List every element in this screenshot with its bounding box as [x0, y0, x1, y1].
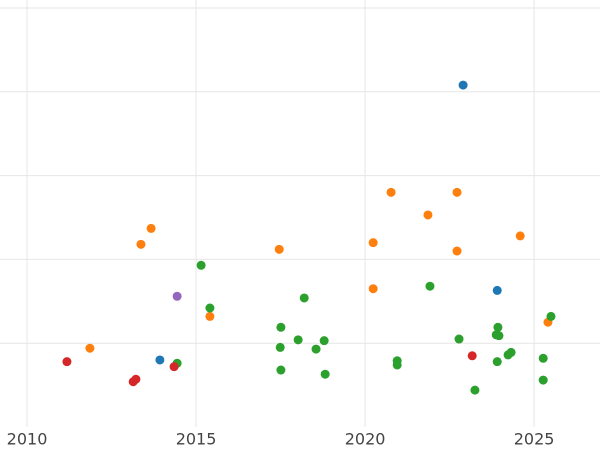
- point: [492, 357, 502, 367]
- point: [276, 322, 286, 332]
- point: [454, 334, 464, 344]
- point: [515, 231, 525, 241]
- x-tick-label: 2025: [514, 430, 555, 449]
- point: [492, 285, 502, 295]
- point: [538, 353, 548, 363]
- point: [494, 331, 504, 341]
- point: [467, 351, 477, 361]
- point: [131, 374, 141, 384]
- point: [155, 355, 165, 365]
- point: [538, 375, 548, 385]
- point: [458, 80, 468, 90]
- point: [172, 291, 182, 301]
- point: [205, 311, 215, 321]
- point: [368, 284, 378, 294]
- point: [452, 187, 462, 197]
- point: [319, 336, 329, 346]
- point: [275, 342, 285, 352]
- point: [425, 281, 435, 291]
- point: [293, 335, 303, 345]
- point: [320, 369, 330, 379]
- point: [452, 246, 462, 256]
- point: [506, 347, 516, 357]
- point: [62, 357, 72, 367]
- x-tick-label: 2020: [345, 430, 386, 449]
- point: [205, 303, 215, 313]
- point: [299, 293, 309, 303]
- point: [136, 239, 146, 249]
- x-tick-label: 2015: [176, 430, 217, 449]
- x-tick-label: 2010: [7, 430, 48, 449]
- point: [470, 385, 480, 395]
- point: [386, 187, 396, 197]
- point: [274, 244, 284, 254]
- point: [546, 311, 556, 321]
- point: [493, 322, 503, 332]
- point: [196, 260, 206, 270]
- point: [368, 238, 378, 248]
- point: [423, 210, 433, 220]
- point: [146, 223, 156, 233]
- point: [276, 365, 286, 375]
- point: [311, 344, 321, 354]
- point: [85, 343, 95, 353]
- point: [169, 362, 179, 372]
- point: [392, 360, 402, 370]
